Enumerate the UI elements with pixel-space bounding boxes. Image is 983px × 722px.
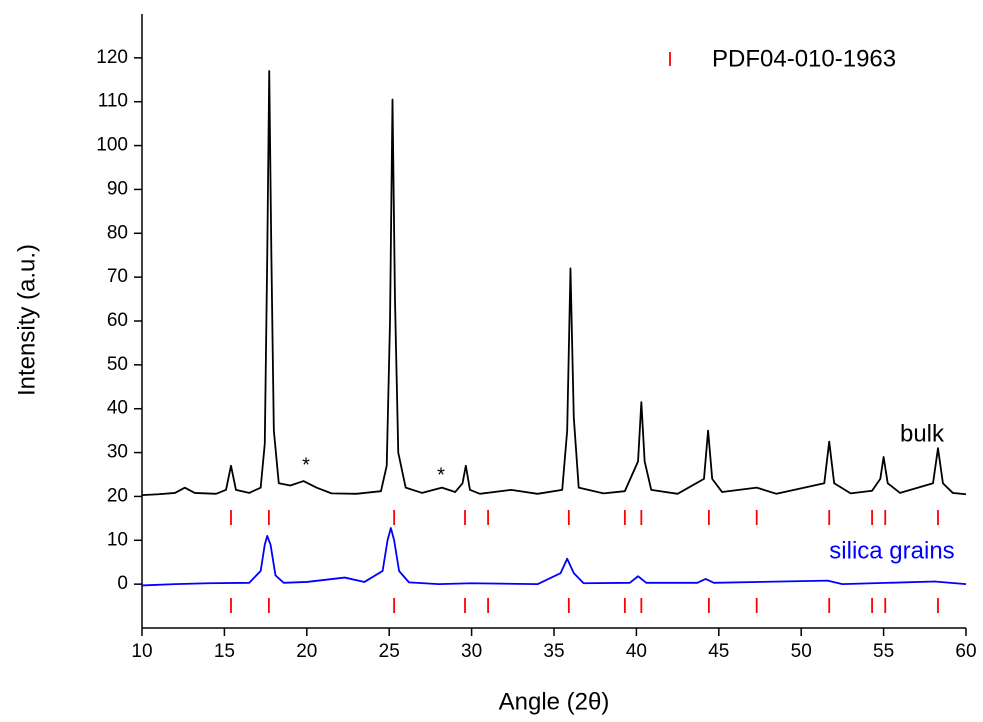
y-tick-label: 40: [107, 398, 128, 419]
y-tick-label: 120: [96, 47, 128, 68]
y-tick-label: 70: [107, 266, 128, 287]
y-tick-label: 20: [107, 485, 128, 506]
x-tick-label: 50: [791, 641, 812, 662]
x-tick-label: 45: [708, 641, 729, 662]
y-tick-label: 50: [107, 354, 128, 375]
x-tick-label: 25: [379, 641, 400, 662]
x-tick-label: 20: [296, 641, 317, 662]
legend-label: PDF04-010-1963: [712, 45, 896, 72]
data-line: [141, 527, 967, 587]
x-axis-label: Angle (2θ): [499, 688, 610, 715]
annotation: *: [437, 464, 445, 486]
y-tick-label: 80: [107, 222, 128, 243]
annotation: *: [302, 454, 310, 476]
y-tick-label: 60: [107, 310, 128, 331]
x-tick-label: 10: [131, 641, 152, 662]
x-tick-label: 60: [955, 641, 976, 662]
y-tick-label: 100: [96, 135, 128, 156]
x-tick-label: 30: [461, 641, 482, 662]
y-tick-label: 110: [98, 91, 128, 112]
x-tick-label: 40: [626, 641, 647, 662]
y-tick-label: 10: [107, 529, 128, 550]
data-line: [141, 70, 967, 497]
x-tick-label: 15: [214, 641, 235, 662]
y-tick-label: 0: [117, 573, 128, 594]
x-tick-label: 55: [873, 641, 894, 662]
y-tick-label: 30: [107, 442, 128, 463]
series-label: silica grains: [829, 537, 954, 564]
series-label: bulk: [900, 420, 945, 447]
y-tick-label: 90: [107, 178, 128, 199]
y-axis-label: Intensity (a.u.): [13, 244, 40, 396]
x-tick-label: 35: [543, 641, 564, 662]
